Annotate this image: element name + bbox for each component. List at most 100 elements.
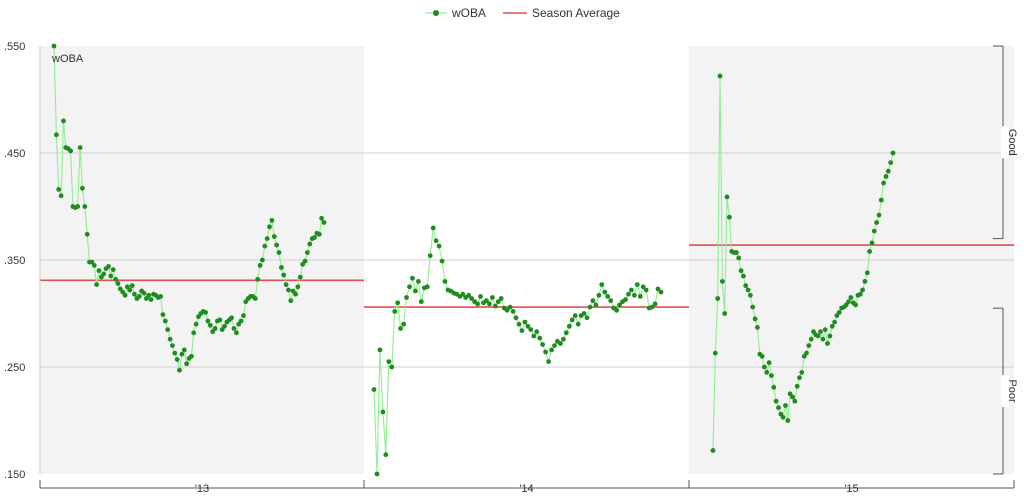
woba-point <box>822 327 828 332</box>
woba-point <box>885 168 891 174</box>
woba-point <box>260 257 265 263</box>
legend-woba-dot-swatch <box>433 10 439 16</box>
woba-point <box>581 311 587 316</box>
woba-point <box>832 319 837 325</box>
woba-point <box>80 185 85 191</box>
woba-point <box>492 303 498 309</box>
woba-point <box>552 343 557 348</box>
woba-point <box>818 329 823 335</box>
legend-item-woba[interactable]: wOBA <box>425 6 486 20</box>
woba-point <box>170 343 175 348</box>
woba-point <box>741 273 746 279</box>
season-average-layer <box>40 244 1014 308</box>
woba-point <box>148 297 154 302</box>
woba-point <box>238 318 244 324</box>
woba-point <box>510 309 516 314</box>
woba-point <box>602 289 608 295</box>
woba-point <box>720 279 725 284</box>
woba-point <box>413 288 418 294</box>
woba-point <box>286 287 291 293</box>
gridlines <box>40 152 1014 368</box>
woba-point <box>75 204 81 209</box>
woba-point <box>295 284 301 290</box>
woba-point <box>587 304 593 310</box>
woba-point <box>129 283 135 289</box>
legend-item-season-average[interactable]: Season Average <box>503 6 620 20</box>
woba-point <box>58 193 64 199</box>
annotation-label: Good <box>1006 129 1018 156</box>
woba-point <box>871 228 877 234</box>
woba-point <box>212 326 218 331</box>
woba-point <box>267 224 272 230</box>
woba-point <box>836 310 842 315</box>
woba-point <box>207 322 213 328</box>
woba-point <box>848 295 854 300</box>
woba-point <box>181 347 187 353</box>
woba-point <box>191 330 197 336</box>
woba-point <box>89 259 95 265</box>
woba-point <box>276 250 282 255</box>
woba-point <box>136 294 142 299</box>
woba-point <box>478 294 483 299</box>
woba-point <box>546 359 551 364</box>
woba-point <box>776 405 781 411</box>
woba-point <box>596 292 602 298</box>
woba-point <box>632 292 637 298</box>
woba-point <box>436 243 442 249</box>
woba-point <box>794 383 800 389</box>
woba-point <box>820 336 826 342</box>
x-tick-label: '13 <box>195 483 209 495</box>
woba-point <box>637 294 643 299</box>
woba-point <box>252 296 258 301</box>
woba-point <box>599 282 605 287</box>
woba-point <box>418 299 424 305</box>
x-axis: '13 '14 '15 <box>39 480 1015 495</box>
woba-point <box>427 253 433 259</box>
woba-point <box>804 350 809 356</box>
woba-point <box>229 315 235 321</box>
woba-point <box>519 328 525 333</box>
woba-point <box>743 283 749 289</box>
woba-point <box>392 309 398 314</box>
woba-point <box>383 452 389 458</box>
woba-point <box>727 214 732 220</box>
woba-point <box>860 287 865 293</box>
woba-point <box>608 298 614 304</box>
woba-point <box>271 234 277 239</box>
woba-point <box>96 268 102 274</box>
woba-point <box>115 281 121 286</box>
woba-point <box>881 180 886 186</box>
woba-point <box>792 398 798 404</box>
woba-point <box>869 240 875 246</box>
woba-point <box>312 235 317 240</box>
woba-point <box>766 360 772 366</box>
woba-point <box>815 333 821 339</box>
woba-point <box>82 204 88 209</box>
woba-point <box>755 325 760 330</box>
woba-point <box>649 304 655 310</box>
y-tick-label: .250 <box>4 362 25 374</box>
woba-point <box>386 359 392 364</box>
woba-point <box>507 304 513 310</box>
woba-point <box>283 282 289 287</box>
y-axis-label: wOBA <box>51 53 84 65</box>
woba-point <box>231 326 237 331</box>
woba-point <box>158 294 164 299</box>
woba-point <box>174 357 180 362</box>
woba-point <box>279 265 284 270</box>
woba-point <box>172 350 178 356</box>
woba-point <box>101 271 107 277</box>
woba-point <box>91 263 97 268</box>
woba-point <box>825 341 830 346</box>
woba-point <box>141 290 147 296</box>
woba-point <box>543 349 548 355</box>
woba-point <box>888 160 894 166</box>
woba-point <box>734 250 739 255</box>
woba-point <box>160 312 166 317</box>
woba-point <box>563 330 569 336</box>
woba-point <box>389 364 395 370</box>
woba-point <box>626 291 631 297</box>
woba-point <box>748 292 753 298</box>
woba-point <box>712 350 718 356</box>
woba-series-layer <box>51 43 896 477</box>
